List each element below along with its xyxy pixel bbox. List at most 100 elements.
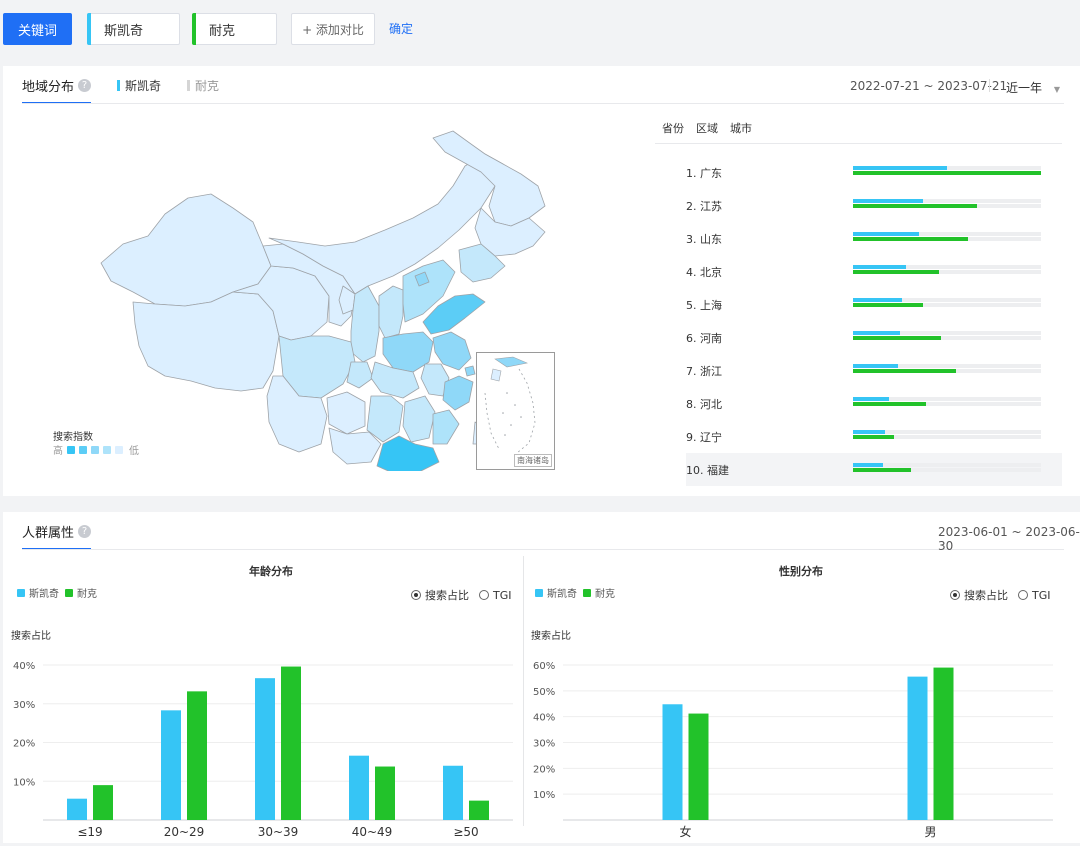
map-province bbox=[402, 395, 436, 443]
ranking-bar-nike bbox=[853, 270, 940, 274]
ranking-row[interactable]: 7. 浙江 bbox=[686, 354, 1062, 387]
ranking-track-b bbox=[853, 237, 1041, 241]
tab-label: 人群属性 bbox=[22, 525, 75, 541]
legend-marker bbox=[117, 79, 121, 91]
ranking-track-a bbox=[853, 463, 1041, 467]
keyword-label: 耐克 bbox=[209, 23, 236, 39]
age-bar-chart: 搜索占比 40% 30% 20% 10% ≤19 20~29 30~39 40~49 ≥50 bbox=[11, 629, 513, 839]
chevron-down-icon: ▼ bbox=[1053, 85, 1060, 94]
ranking-bar-nike bbox=[853, 468, 912, 472]
keyword-color-bar bbox=[192, 13, 196, 45]
y-tick-label: 10% bbox=[533, 790, 555, 801]
radio-share[interactable] bbox=[411, 590, 421, 600]
y-tick-label: 40% bbox=[13, 661, 35, 672]
period-select[interactable]: 近一年 ▼ bbox=[1006, 79, 1060, 96]
map-province bbox=[422, 293, 486, 335]
legend-swatch bbox=[583, 588, 591, 597]
ranking-row[interactable]: 9. 辽宁 bbox=[686, 420, 1062, 453]
legend-skechers[interactable]: 斯凯奇 bbox=[117, 77, 161, 94]
map-province bbox=[366, 395, 404, 443]
confirm-link[interactable]: 确定 bbox=[389, 22, 414, 36]
region-panel: 地域分布 ? 斯凯奇 耐克 2022-07-21 ~ 2023-07-21 近一… bbox=[3, 66, 1080, 496]
map-province bbox=[376, 435, 440, 471]
map-province bbox=[326, 391, 366, 435]
radio-label: 搜索占比 bbox=[425, 589, 469, 602]
gender-bar-chart: 搜索占比 60% 50% 40% 30% 20% 10% 女 男 bbox=[531, 629, 1053, 839]
map-province bbox=[132, 291, 280, 392]
help-icon[interactable]: ? bbox=[78, 78, 92, 92]
map-province bbox=[474, 207, 546, 257]
radio-tgi[interactable] bbox=[479, 590, 489, 600]
keyword-input-nike[interactable]: 耐克 bbox=[192, 13, 277, 45]
tab-city[interactable]: 城市 bbox=[730, 122, 752, 135]
map-province bbox=[464, 365, 476, 377]
divider bbox=[989, 79, 990, 92]
y-tick-label: 50% bbox=[533, 687, 555, 698]
map-province bbox=[338, 285, 356, 315]
china-map[interactable] bbox=[93, 126, 563, 471]
tab-crowd[interactable]: 人群属性 ? bbox=[22, 512, 92, 550]
x-tick-label: 40~49 bbox=[352, 825, 393, 839]
help-icon[interactable]: ? bbox=[78, 524, 92, 538]
radio-share[interactable] bbox=[950, 590, 960, 600]
bar-skechers bbox=[907, 676, 928, 820]
x-tick-label: ≤19 bbox=[77, 825, 102, 839]
x-tick-label: ≥50 bbox=[453, 825, 478, 839]
radio-tgi[interactable] bbox=[1018, 590, 1028, 600]
ranking-label: 10. 福建 bbox=[686, 464, 729, 477]
map-province bbox=[266, 375, 328, 453]
ranking-track-b bbox=[853, 171, 1041, 175]
crowd-tabs: 人群属性 ? bbox=[22, 512, 92, 550]
ranking-row[interactable]: 10. 福建 bbox=[686, 453, 1062, 486]
map-province bbox=[268, 153, 504, 295]
ranking-row[interactable]: 1. 广东 bbox=[686, 156, 1062, 189]
keyword-button[interactable]: 关键词 bbox=[3, 13, 72, 45]
tab-region[interactable]: 地域分布 ? bbox=[22, 66, 92, 104]
y-tick-label: 20% bbox=[13, 739, 35, 750]
y-tick-label: 30% bbox=[13, 700, 35, 711]
ranking-track-a bbox=[853, 430, 1041, 434]
y-axis-label: 搜索占比 bbox=[531, 629, 571, 642]
legend-swatch bbox=[17, 588, 25, 597]
ranking-row[interactable]: 2. 江苏 bbox=[686, 189, 1062, 222]
ranking-bar-skechers bbox=[853, 463, 884, 467]
ranking-row[interactable]: 6. 河南 bbox=[686, 321, 1062, 354]
age-chart-title: 年龄分布 bbox=[249, 565, 293, 578]
add-compare-button[interactable]: + 添加对比 bbox=[291, 13, 375, 45]
ranking-row[interactable]: 4. 北京 bbox=[686, 255, 1062, 288]
y-tick-label: 20% bbox=[533, 764, 555, 775]
ranking-bar-skechers bbox=[853, 232, 919, 236]
crowd-panel: 人群属性 ? 2023-06-01 ~ 2023-06-30 年龄分布 性别分布… bbox=[3, 512, 1080, 843]
y-tick-label: 10% bbox=[13, 777, 35, 788]
bar-nike bbox=[93, 785, 113, 820]
keyword-label: 斯凯奇 bbox=[104, 23, 144, 39]
map-legend-high: 高 bbox=[53, 446, 63, 457]
ranking-bar-skechers bbox=[853, 265, 906, 269]
legend-nike[interactable]: 耐克 bbox=[187, 77, 219, 94]
ranking-track-a bbox=[853, 265, 1041, 269]
map-province bbox=[420, 363, 450, 397]
legend-label: 耐克 bbox=[77, 589, 97, 600]
keyword-input-skechers[interactable]: 斯凯奇 bbox=[87, 13, 180, 45]
ranking-row[interactable]: 5. 上海 bbox=[686, 288, 1062, 321]
ranking-bar-nike bbox=[853, 204, 978, 208]
tab-province[interactable]: 省份 bbox=[662, 122, 684, 135]
map-province bbox=[370, 361, 420, 399]
divider bbox=[523, 556, 524, 826]
legend-swatch bbox=[91, 445, 99, 454]
ranking-row[interactable]: 8. 河北 bbox=[686, 387, 1062, 420]
y-tick-label: 60% bbox=[533, 661, 555, 672]
bar-nike bbox=[469, 800, 489, 820]
bar-skechers bbox=[349, 755, 369, 820]
tab-area[interactable]: 区域 bbox=[696, 122, 718, 135]
age-chart-legend: 斯凯奇 耐克 bbox=[11, 585, 97, 600]
map-province bbox=[328, 427, 382, 465]
ranking-bar-nike bbox=[853, 336, 942, 340]
ranking-bar-skechers bbox=[853, 199, 923, 203]
ranking-track-b bbox=[853, 435, 1041, 439]
map-province bbox=[350, 285, 380, 363]
ranking-row[interactable]: 3. 山东 bbox=[686, 222, 1062, 255]
legend-swatch bbox=[115, 445, 123, 454]
ranking-label: 5. 上海 bbox=[686, 299, 722, 312]
ranking-track-a bbox=[853, 364, 1041, 368]
